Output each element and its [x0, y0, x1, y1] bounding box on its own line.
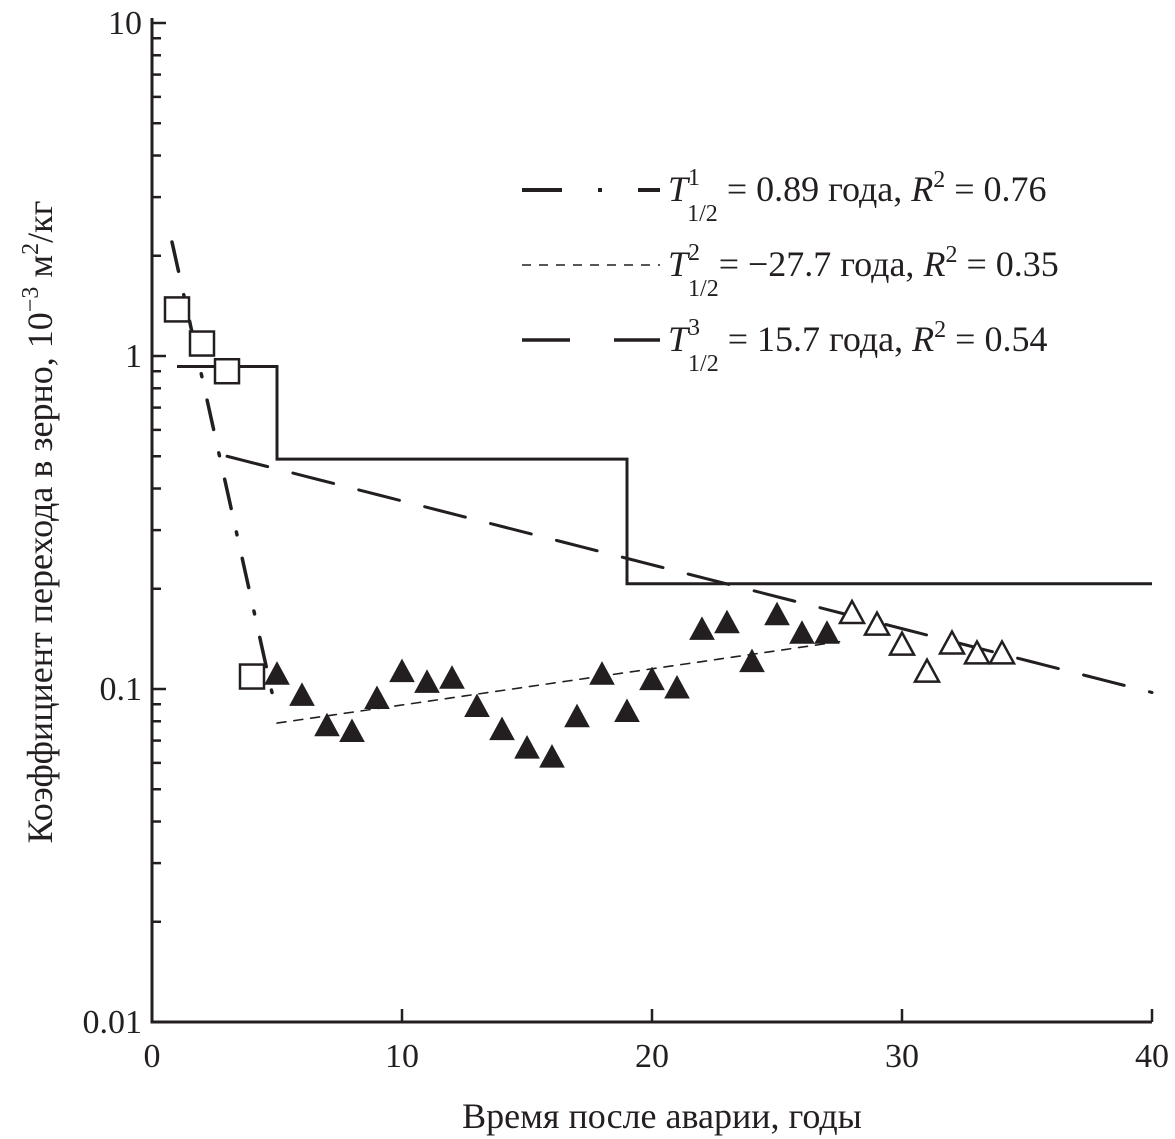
point-filled-triangle: [364, 685, 390, 709]
point-filled-triangle: [439, 665, 465, 689]
x-tick-label: 40: [1135, 1038, 1169, 1075]
y-tick-label: 0.1: [100, 671, 143, 708]
point-open-square: [213, 357, 241, 385]
lines: [170, 240, 1154, 724]
x-tick-label: 10: [385, 1038, 419, 1075]
x-tick-label: 30: [885, 1038, 919, 1075]
point-open-square: [188, 330, 216, 357]
point-open-triangle: [837, 598, 867, 625]
y-axis-label: Коэффициент перехода в зерно, 10−3 м2/кг: [18, 201, 60, 844]
point-open-triangle: [962, 638, 992, 665]
legend-label: T3 1/2 = 15.7 года, R2 = 0.54: [668, 315, 1047, 377]
point-filled-triangle: [264, 661, 290, 685]
x-tick-label: 0: [144, 1038, 161, 1075]
point-filled-triangle: [489, 716, 515, 741]
point-filled-triangle: [739, 648, 765, 673]
point-open-triangle: [987, 638, 1017, 665]
point-filled-triangle: [764, 601, 790, 626]
point-filled-triangle: [614, 698, 640, 723]
point-filled-triangle: [514, 735, 540, 759]
fit-line-short-dash: [276, 640, 841, 724]
point-filled-triangle: [564, 703, 590, 728]
point-open-square: [163, 296, 191, 323]
legend: T1 1/2 = 0.89 года, R2 = 0.76 T2 1/2= −27.7…: [522, 165, 1059, 377]
step-line: [177, 364, 1152, 586]
point-filled-triangle: [464, 693, 490, 717]
points: [163, 296, 1017, 768]
point-open-triangle: [937, 628, 967, 655]
point-filled-triangle: [689, 616, 715, 640]
point-filled-triangle: [714, 609, 740, 634]
y-tick-label: 1: [125, 338, 142, 375]
point-filled-triangle: [414, 669, 440, 693]
x-axis-label: Время после аварии, годы: [462, 1096, 862, 1136]
x-tick-label: 20: [635, 1038, 669, 1075]
point-filled-triangle: [639, 666, 665, 691]
point-filled-triangle: [814, 620, 840, 644]
point-open-triangle: [887, 629, 917, 656]
axes: 0 10 20 30 40 0.01 0.1 1 10: [83, 5, 1170, 1075]
point-filled-triangle: [664, 674, 690, 699]
point-filled-triangle: [589, 661, 615, 685]
point-open-square: [238, 663, 266, 690]
point-open-triangle: [912, 657, 942, 683]
point-filled-triangle: [789, 620, 815, 644]
point-filled-triangle: [389, 658, 415, 683]
fit-line-long-dash: [225, 454, 1154, 694]
point-open-triangle: [862, 610, 892, 636]
point-filled-triangle: [289, 682, 315, 706]
point-filled-triangle: [539, 744, 565, 768]
point-filled-triangle: [339, 718, 365, 743]
y-tick-label: 10: [108, 5, 142, 42]
legend-label: T2 1/2= −27.7 года, R2 = 0.35: [668, 240, 1059, 302]
y-tick-label: 0.01: [83, 1004, 143, 1041]
point-filled-triangle: [314, 712, 340, 737]
legend-label: T1 1/2 = 0.89 года, R2 = 0.76: [668, 165, 1047, 227]
